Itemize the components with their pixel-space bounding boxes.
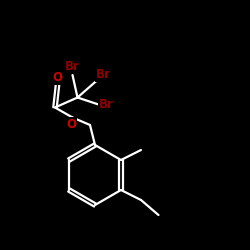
Text: Br: Br xyxy=(65,60,80,73)
Text: O: O xyxy=(66,118,76,131)
Text: O: O xyxy=(52,71,62,84)
Text: Br: Br xyxy=(96,68,111,82)
Text: Br: Br xyxy=(99,98,114,112)
